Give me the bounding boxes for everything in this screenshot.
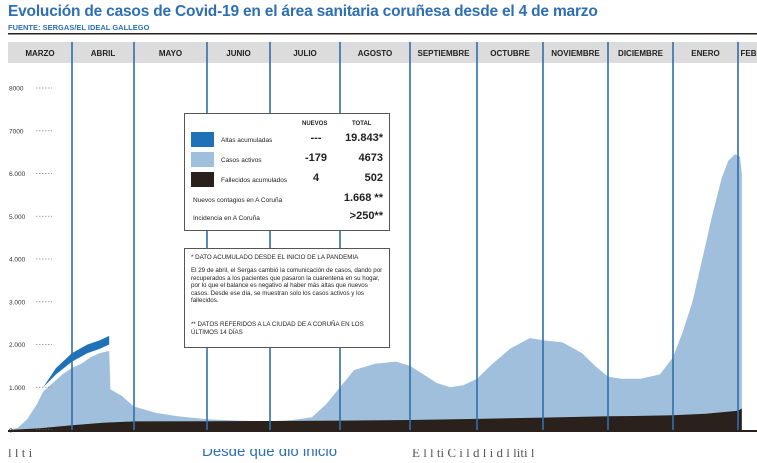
x-axis-baseline (8, 430, 757, 432)
source-line: FUENTE: SERGAS/EL IDEAL GALLEGO (8, 23, 150, 32)
month-label-abril: ABRIL (91, 49, 116, 58)
chart-title: Evolución de casos de Covid-19 en el áre… (8, 3, 598, 20)
y-tick-label-1: 1.000 (9, 385, 26, 392)
y-tick-label-7: 7000 (9, 128, 24, 135)
footer-headline: Desde que dio inicio (202, 449, 338, 460)
month-label-julio: JULIO (293, 49, 317, 58)
y-tick-label-8: 8000 (9, 86, 24, 93)
series-altas-acumuladas-area (43, 335, 110, 388)
y-tick-label-3: 3.000 (9, 299, 26, 306)
legend-row-fallecidos: Fallecidos acumulados 4 502 (191, 172, 385, 188)
legend-nuevos-fallecidos: 4 (312, 172, 320, 184)
legend-nuevos-altas: --- (310, 132, 322, 144)
month-label-septiembre: SEPTIEMBRE (417, 49, 470, 58)
legend-total-activos: 4673 (358, 152, 383, 164)
legend-col-total: TOTAL (352, 121, 372, 127)
legend-label-activos: Casos activos (221, 157, 262, 164)
legend-label-contagios: Nuevos contagios en A Coruña (193, 197, 283, 204)
legend-swatch-activos (191, 152, 214, 167)
note-sergas-change: El 29 de abril, el Sergas cambió la comu… (191, 267, 383, 305)
legend-row-activos: Casos activos -179 4673 (191, 152, 385, 168)
legend-label-fallecidos: Fallecidos acumulados (221, 177, 288, 184)
month-header-band (8, 42, 757, 63)
month-divider-lines (71, 42, 739, 430)
month-label-diciembre: DICIEMBRE (618, 49, 664, 58)
note-city-data: ** DATOS REFERIDOS A LA CIUDAD DE A CORU… (191, 321, 364, 336)
legend-box: NUEVOS TOTAL Altas acumuladas --- 19.843… (184, 113, 390, 231)
footer-text-left: l l t i (8, 449, 33, 460)
legend-total-altas: 19.843* (345, 132, 383, 144)
article-footer: l l t i Desde que dio inicio E l l ti C … (0, 449, 757, 463)
month-label-marzo: MARZO (25, 49, 54, 58)
legend-row-contagios: Nuevos contagios en A Coruña 1.668 ** (191, 192, 385, 208)
legend-nuevos-activos: -179 (304, 152, 328, 164)
legend-swatch-altas (191, 132, 214, 147)
legend-row-incidencia: Incidencia en A Coruña >250** (191, 210, 385, 226)
month-label-mayo: MAYO (159, 49, 182, 58)
area-layer (8, 154, 742, 431)
note-accumulated: * DATO ACUMULADO DESDE EL INICIO DE LA P… (191, 254, 359, 261)
legend-swatch-fallecidos (191, 172, 214, 187)
legend-total-fallecidos: 502 (364, 172, 383, 184)
footer-text-right: E l l ti C i l d l i d l líti l (412, 449, 535, 460)
month-label-noviembre: NOVIEMBRE (551, 49, 600, 58)
month-label-feb: FEB (741, 49, 757, 58)
legend-col-nuevos: NUEVOS (302, 121, 328, 127)
legend-value-incidencia: >250** (349, 210, 383, 222)
y-tick-label-4: 4.000 (9, 257, 26, 264)
month-label-octubre: OCTUBRE (490, 49, 530, 58)
month-label-agosto: AGOSTO (358, 49, 393, 58)
legend-label-altas: Altas acumuladas (221, 137, 273, 144)
series-casos-activos-area (8, 154, 742, 431)
y-tick-label-2: 2.000 (9, 342, 26, 349)
y-tick-label-5: 5.000 (9, 214, 26, 221)
legend-row-altas: Altas acumuladas --- 19.843* (191, 132, 385, 148)
series-fallecidos-area (8, 408, 742, 430)
month-label-enero: ENERO (691, 49, 719, 58)
legend-value-contagios: 1.668 ** (343, 192, 383, 204)
month-labels: MARZO ABRIL MAYO JUNIO JULIO AGOSTO SEPTIEMBRE… (25, 49, 756, 58)
chart-top-rule (8, 33, 757, 35)
note-box: * DATO ACUMULADO DESDE EL INICIO DE LA P… (184, 248, 390, 348)
month-label-junio: JUNIO (226, 49, 250, 58)
y-tick-label-6: 6.000 (9, 171, 26, 178)
legend-label-incidencia: Incidencia en A Coruña (193, 215, 260, 222)
